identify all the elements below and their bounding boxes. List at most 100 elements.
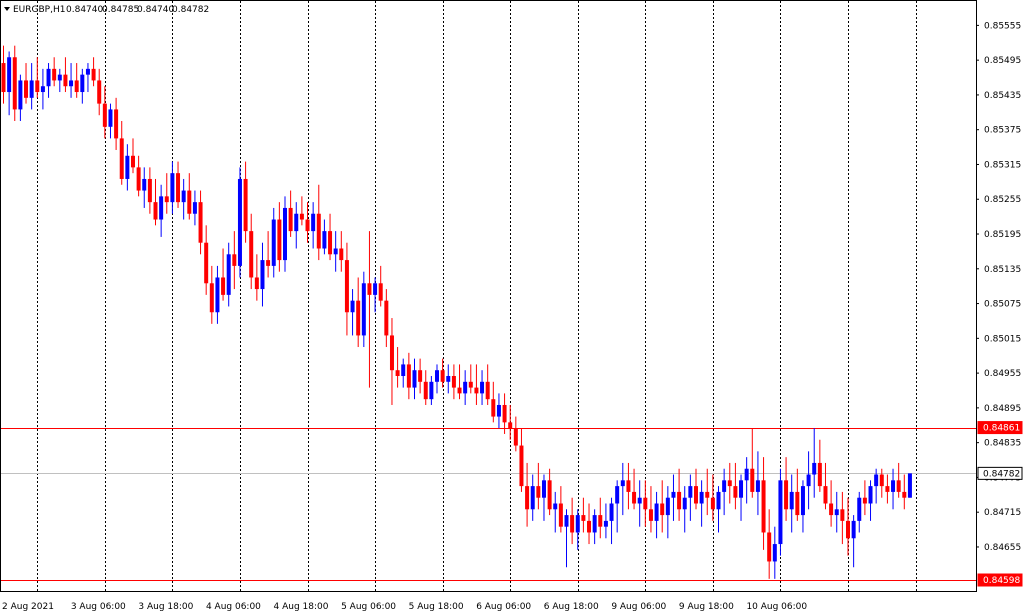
candle xyxy=(378,265,383,307)
price-badges: 0.84861 0.84598 0.84782 xyxy=(977,421,1023,587)
candle xyxy=(361,271,366,348)
candle xyxy=(266,231,271,278)
candle xyxy=(159,184,164,237)
ohlc-open: 0.84740 xyxy=(66,5,103,15)
candle xyxy=(603,503,608,539)
candle-body xyxy=(254,277,259,290)
candle-body xyxy=(626,480,631,492)
candle-body xyxy=(508,422,513,429)
candle-body xyxy=(57,74,62,81)
candle xyxy=(575,509,580,550)
candle xyxy=(587,503,592,545)
y-tick-label: 0.84895 xyxy=(984,404,1021,414)
candle-body xyxy=(750,468,755,492)
candle xyxy=(688,474,693,521)
candle xyxy=(592,509,597,545)
candle-body xyxy=(609,503,614,521)
candle-body xyxy=(249,231,254,278)
candle-body xyxy=(603,520,608,527)
candle xyxy=(418,358,423,394)
candle xyxy=(558,486,563,533)
x-tick-label: 5 Aug 18:00 xyxy=(409,602,464,612)
candle xyxy=(626,462,631,510)
price-badge-label: 0.84782 xyxy=(983,469,1020,479)
candle xyxy=(485,364,490,405)
candle-body xyxy=(215,277,220,313)
candle xyxy=(142,167,147,208)
candle-body xyxy=(570,515,575,533)
candle xyxy=(215,265,220,324)
candle-body xyxy=(429,381,434,400)
candle xyxy=(564,509,569,568)
candle-body xyxy=(91,68,96,81)
candle-body xyxy=(299,213,304,220)
candle-body xyxy=(862,497,867,504)
candle xyxy=(643,480,648,527)
candle xyxy=(457,364,462,400)
candle-body xyxy=(716,491,721,510)
candle-body xyxy=(699,491,704,504)
candle-body xyxy=(305,219,310,232)
candle-body xyxy=(7,57,12,93)
candle-body xyxy=(778,480,783,545)
candle xyxy=(57,68,62,93)
candle-body xyxy=(114,109,119,139)
candle xyxy=(885,474,890,504)
candle-body xyxy=(463,381,468,394)
candle-body xyxy=(108,109,113,127)
ohlc-high: 0.84785 xyxy=(102,5,139,15)
price-badge-label: 0.84861 xyxy=(983,424,1020,434)
candle xyxy=(491,381,496,423)
candle-body xyxy=(440,370,445,382)
candle-body xyxy=(829,503,834,516)
x-tick-label: 10 Aug 06:00 xyxy=(746,602,807,612)
x-tick-label: 4 Aug 18:00 xyxy=(274,602,329,612)
x-tick-label: 2 Aug 2021 xyxy=(2,602,54,612)
candle-body xyxy=(660,503,665,516)
candle xyxy=(716,486,721,533)
y-tick-label: 0.85495 xyxy=(984,56,1021,66)
candle xyxy=(40,68,45,110)
candle-body xyxy=(316,213,321,249)
candle xyxy=(249,213,254,290)
candle xyxy=(29,63,34,110)
candle xyxy=(525,462,530,527)
candle xyxy=(671,474,676,521)
candle xyxy=(389,318,394,405)
triangle-down-icon[interactable] xyxy=(4,7,10,11)
time-axis[interactable]: 2 Aug 2021 3 Aug 06:00 3 Aug 18:00 4 Aug 06… xyxy=(2,602,807,612)
candle-body xyxy=(181,190,186,203)
candle xyxy=(784,457,789,521)
candle xyxy=(480,370,485,405)
candle-body xyxy=(558,503,563,527)
candle xyxy=(85,63,90,93)
candle-body xyxy=(564,515,569,527)
candle-body xyxy=(474,387,479,394)
candle-body xyxy=(480,381,485,394)
candle xyxy=(615,480,620,533)
candle xyxy=(440,358,445,388)
candle-body xyxy=(637,497,642,504)
x-tick-label: 9 Aug 06:00 xyxy=(611,602,666,612)
candle xyxy=(654,491,659,539)
candle xyxy=(570,497,575,545)
candle-body xyxy=(823,486,828,504)
candle xyxy=(620,462,625,516)
candle-body xyxy=(12,57,17,110)
candle-body xyxy=(395,370,400,377)
candle-body xyxy=(24,80,29,98)
candle xyxy=(130,138,135,174)
price-axis[interactable]: 0.85555 0.85495 0.85435 0.85375 0.85315 0.852… xyxy=(976,21,1021,553)
y-tick-label: 0.84715 xyxy=(984,508,1021,518)
candle-body xyxy=(868,486,873,504)
candle-body xyxy=(485,381,490,400)
candle-body xyxy=(682,497,687,510)
candle-body xyxy=(243,178,248,232)
candle xyxy=(772,526,777,579)
candle xyxy=(446,364,451,394)
candle xyxy=(767,509,772,579)
candle-body xyxy=(164,196,169,203)
candle xyxy=(316,184,321,261)
candle-body xyxy=(654,503,659,521)
candle xyxy=(192,190,197,226)
